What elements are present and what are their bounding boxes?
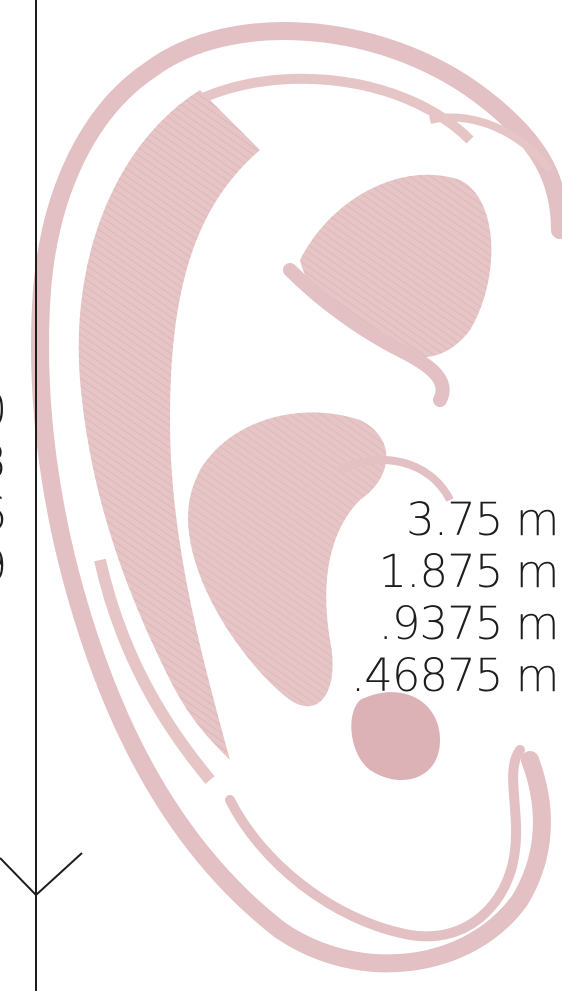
down-arrow-icon xyxy=(0,852,83,897)
left-value: 3 xyxy=(0,436,7,488)
distance-value: 3.75 mi xyxy=(406,493,562,546)
helix-outline xyxy=(31,22,562,973)
left-value: 6 xyxy=(0,488,7,540)
distance-value: .9375 mi xyxy=(378,597,562,650)
distance-value: 1.875 mi xyxy=(378,545,562,598)
antitragus-shade xyxy=(351,692,440,780)
left-value: 0 xyxy=(0,384,7,436)
left-value-column: 0 3 6 9 xyxy=(0,384,7,592)
distance-list: 3.75 mi 1.875 mi .9375 mi .46875 mi xyxy=(351,494,562,702)
earlobe-outline xyxy=(225,745,525,942)
left-value: 9 xyxy=(0,540,7,592)
distance-value: .46875 mi xyxy=(350,649,562,702)
